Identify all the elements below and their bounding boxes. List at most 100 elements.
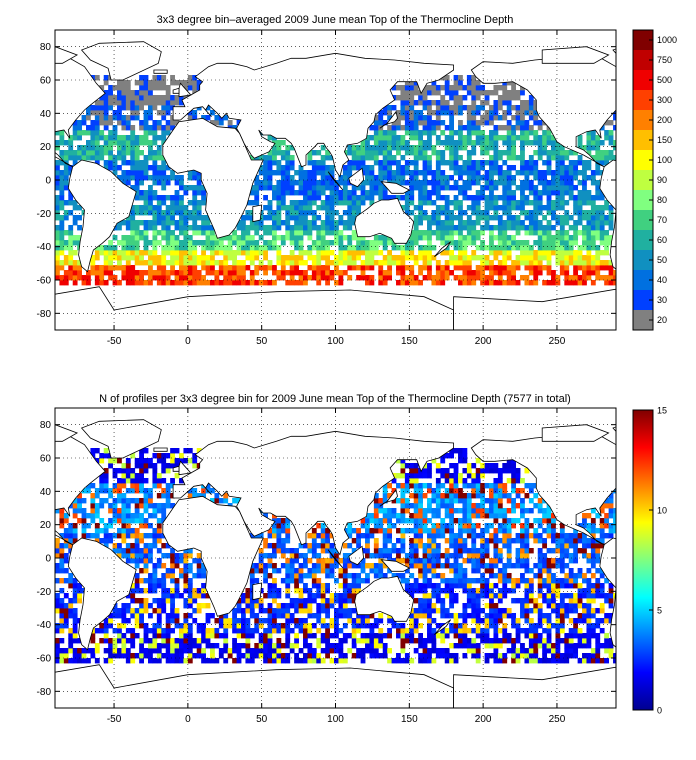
heatmap-cell [546, 165, 552, 171]
heatmap-cell [289, 260, 295, 266]
heatmap-cell [338, 583, 344, 589]
heatmap-cell [409, 190, 415, 196]
heatmap-cell [183, 623, 189, 629]
heatmap-cell [564, 265, 570, 271]
heatmap-cell [258, 250, 264, 256]
heatmap-cell [382, 155, 388, 161]
heatmap-cell [573, 250, 579, 256]
heatmap-cell [462, 568, 468, 574]
heatmap-cell [515, 628, 521, 634]
heatmap-cell [502, 265, 508, 271]
heatmap-cell [55, 648, 60, 654]
heatmap-cell [148, 85, 153, 91]
heatmap-cell [342, 598, 348, 604]
heatmap-cell [480, 105, 486, 111]
heatmap-cell [515, 578, 521, 584]
heatmap-cell [325, 608, 330, 614]
heatmap-cell [156, 165, 162, 171]
heatmap-cell [555, 658, 561, 664]
heatmap-cell [568, 235, 574, 241]
heatmap-cell [595, 270, 601, 276]
heatmap-cell [577, 250, 583, 256]
heatmap-cell [582, 195, 587, 201]
heatmap-cell [134, 588, 140, 594]
heatmap-cell [272, 578, 277, 584]
heatmap-cell [179, 275, 184, 281]
heatmap-cell [604, 613, 610, 619]
heatmap-cell [427, 598, 432, 604]
heatmap-cell [404, 245, 410, 251]
heatmap-cell [480, 240, 486, 246]
heatmap-cell [613, 270, 616, 276]
heatmap-cell [533, 643, 539, 649]
heatmap-cell [400, 155, 406, 161]
heatmap-cell [165, 643, 171, 649]
heatmap-cell [108, 275, 113, 281]
heatmap-cell [289, 270, 295, 276]
heatmap-cell [121, 135, 127, 141]
heatmap-cell [480, 175, 486, 181]
heatmap-cell [334, 613, 339, 619]
heatmap-cell [520, 185, 525, 191]
heatmap-cell [125, 548, 131, 554]
heatmap-cell [493, 603, 499, 609]
heatmap-cell [214, 275, 220, 281]
heatmap-cell [263, 270, 268, 276]
heatmap-cell [555, 593, 561, 599]
heatmap-cell [440, 185, 446, 191]
heatmap-cell [497, 538, 503, 544]
heatmap-cell [125, 80, 131, 86]
heatmap-cell [599, 275, 605, 281]
heatmap-cell [99, 638, 105, 644]
heatmap-cell [148, 110, 153, 116]
heatmap-cell [435, 180, 441, 186]
heatmap-cell [524, 250, 530, 256]
heatmap-cell [604, 578, 610, 584]
heatmap-cell [387, 135, 392, 141]
heatmap-cell [267, 185, 273, 191]
heatmap-cell [453, 80, 459, 86]
heatmap-cell [568, 180, 574, 186]
heatmap-cell [130, 613, 136, 619]
heatmap-cell [187, 603, 193, 609]
heatmap-cell [537, 265, 543, 271]
heatmap-cell [294, 638, 299, 644]
heatmap-cell [218, 648, 224, 654]
heatmap-cell [599, 250, 605, 256]
heatmap-cell [373, 638, 379, 644]
heatmap-cell [537, 593, 543, 599]
heatmap-cell [183, 643, 189, 649]
heatmap-cell [210, 270, 215, 276]
heatmap-cell [187, 75, 193, 81]
heatmap-cell [515, 633, 521, 639]
heatmap-cell [187, 170, 193, 176]
heatmap-cell [502, 195, 508, 201]
heatmap-cell [63, 215, 69, 221]
heatmap-cell [418, 95, 423, 101]
heatmap-cell [484, 275, 490, 281]
heatmap-cell [559, 598, 565, 604]
heatmap-cell [121, 553, 127, 559]
heatmap-cell [347, 150, 353, 156]
heatmap-cell [582, 280, 587, 286]
heatmap-cell [55, 608, 60, 614]
heatmap-cell [373, 125, 379, 131]
heatmap-cell [506, 558, 512, 564]
heatmap-cell [103, 543, 109, 549]
heatmap-cell [298, 225, 304, 231]
heatmap-cell [356, 210, 361, 216]
heatmap-cell [555, 235, 561, 241]
heatmap-cell [121, 275, 127, 281]
heatmap-cell [108, 270, 113, 276]
heatmap-cell [108, 120, 113, 126]
heatmap-cell [573, 623, 579, 629]
heatmap-cell [121, 270, 127, 276]
heatmap-cell [152, 155, 158, 161]
heatmap-cell [161, 105, 167, 111]
heatmap-cell [103, 245, 109, 251]
heatmap-cell [121, 538, 127, 544]
heatmap-cell [241, 633, 246, 639]
heatmap-cell [218, 280, 224, 286]
heatmap-cell [595, 553, 601, 559]
heatmap-cell [515, 125, 521, 131]
